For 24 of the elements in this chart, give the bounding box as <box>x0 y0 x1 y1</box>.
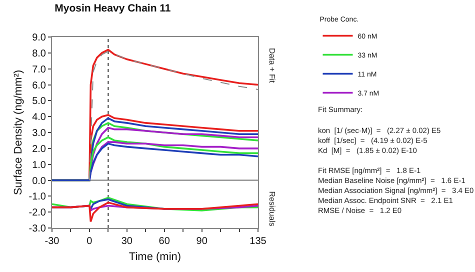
y-tick-label: -3.0 <box>28 224 46 234</box>
y-tick-label: 5.0 <box>32 96 46 108</box>
y-tick-label: 1.0 <box>32 160 46 171</box>
y-tick-label: 8.0 <box>32 48 46 60</box>
x-axis-title: Time (min) <box>128 251 182 264</box>
y-tick-label: 0.0 <box>32 176 46 187</box>
y-tick-label: -1.0 <box>28 192 46 203</box>
x-tick-label: 0 <box>86 236 93 247</box>
x-tick-label: 60 <box>158 236 170 247</box>
y-tick-label: 4.0 <box>32 112 46 124</box>
y-tick-label: 7.0 <box>32 64 46 76</box>
text: Residuals <box>268 191 277 226</box>
y-tick-label: 6.0 <box>32 80 46 92</box>
x-tick-label: -30 <box>44 236 60 247</box>
y-tick-label: 9.0 <box>32 32 46 44</box>
chart-title: Myosin Heavy Chain 11 <box>54 2 171 14</box>
x-tick-label: 135 <box>250 236 267 247</box>
x-tick-label: 90 <box>196 236 208 247</box>
y-tick-label: 3.0 <box>32 128 46 139</box>
x-tick-label: 30 <box>121 236 133 247</box>
text: Data + Fit <box>267 48 276 84</box>
y-tick-label: -2.0 <box>28 208 46 219</box>
y-axis-title: Surface Density (ng/mm²) <box>12 70 24 196</box>
y-tick-label: 2.0 <box>32 144 46 155</box>
